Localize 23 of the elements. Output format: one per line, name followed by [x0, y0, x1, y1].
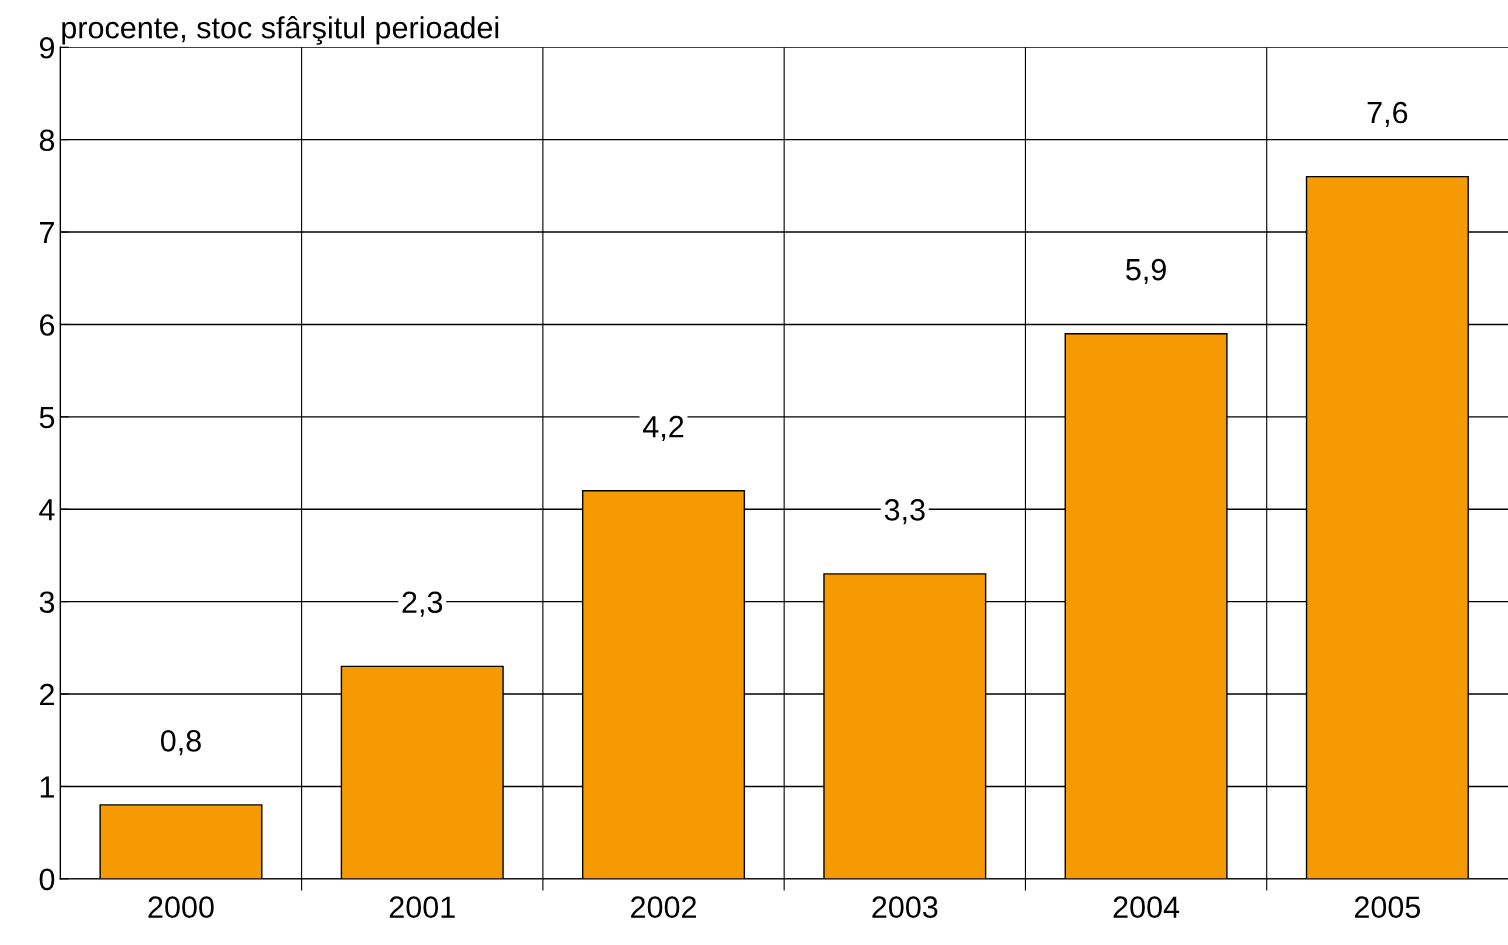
- y-tick-label: 9: [39, 36, 55, 59]
- y-axis-title: procente, stoc sfârşitul perioadei: [62, 16, 499, 45]
- data-label: 0,8: [160, 730, 201, 756]
- y-tick-label: 7: [40, 222, 54, 244]
- y-tick-label: 0: [39, 868, 55, 891]
- y-tick-label: 6: [40, 314, 55, 336]
- y-tick-label: 1: [40, 776, 54, 798]
- data-label: 2,3: [402, 591, 443, 617]
- y-tick-label: 5: [39, 406, 55, 429]
- data-label: 5,9: [1126, 258, 1166, 285]
- y-tick-label: 4: [39, 499, 55, 521]
- x-tick-label: 2005: [1354, 896, 1421, 918]
- data-label: 4,2: [642, 415, 684, 442]
- y-tick-label: 2: [40, 683, 54, 706]
- x-tick-label: 2000: [148, 896, 214, 918]
- x-tick-label: 2002: [631, 896, 696, 918]
- data-label: 7,6: [1367, 101, 1408, 127]
- y-tick-label: 3: [39, 591, 55, 614]
- x-tick-label: 2004: [1113, 896, 1180, 918]
- x-tick-label: 2003: [872, 896, 938, 918]
- y-tick-label: 8: [39, 129, 55, 152]
- x-tick-label: 2001: [389, 896, 455, 918]
- data-label: 3,3: [884, 499, 925, 525]
